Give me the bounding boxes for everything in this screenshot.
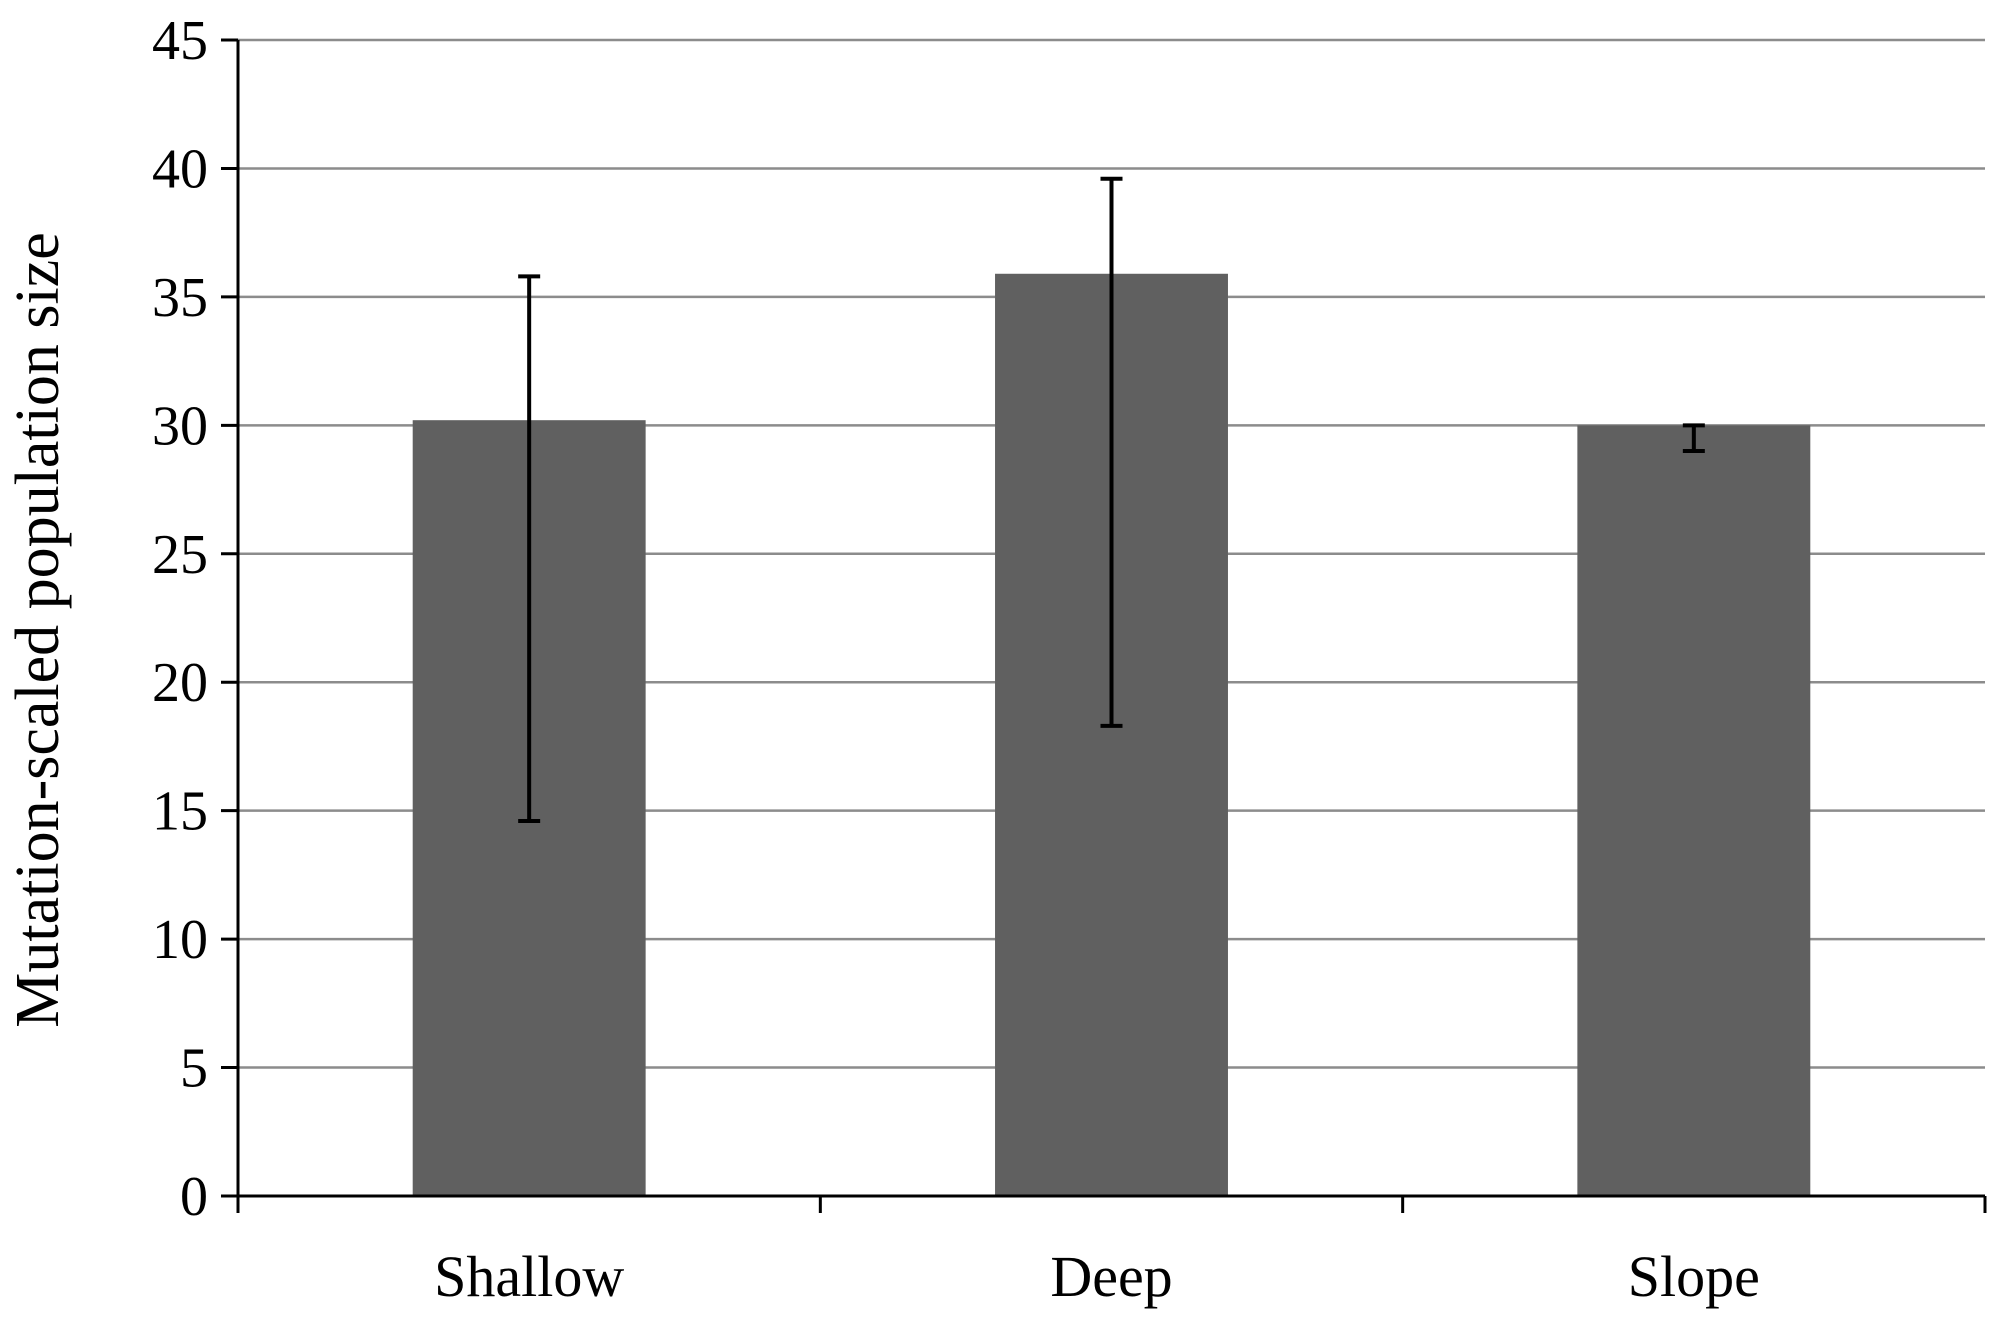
y-tick-label: 25: [152, 524, 208, 586]
y-tick-label: 20: [152, 652, 208, 714]
y-tick-label: 30: [152, 395, 208, 457]
y-tick-label: 40: [152, 138, 208, 200]
y-tick-label: 0: [180, 1166, 208, 1228]
x-category-label: Shallow: [434, 1244, 624, 1309]
error-bars: [518, 176, 1705, 823]
y-tick-label: 5: [180, 1038, 208, 1100]
y-tick-label: 10: [152, 909, 208, 971]
axes: [221, 38, 1987, 1213]
y-tick-label: 45: [152, 10, 208, 72]
bar: [1577, 425, 1811, 1196]
x-category-label: Deep: [1050, 1244, 1172, 1309]
y-tick-label: 35: [152, 267, 208, 329]
labels: 0 5 10 15 20 25 30 35 40 45 Shallow Deep Slope: [152, 10, 1760, 1309]
x-category-label: Slope: [1628, 1244, 1760, 1309]
y-axis-title: Mutation-scaled population size: [4, 232, 72, 1027]
y-tick-label: 15: [152, 781, 208, 843]
